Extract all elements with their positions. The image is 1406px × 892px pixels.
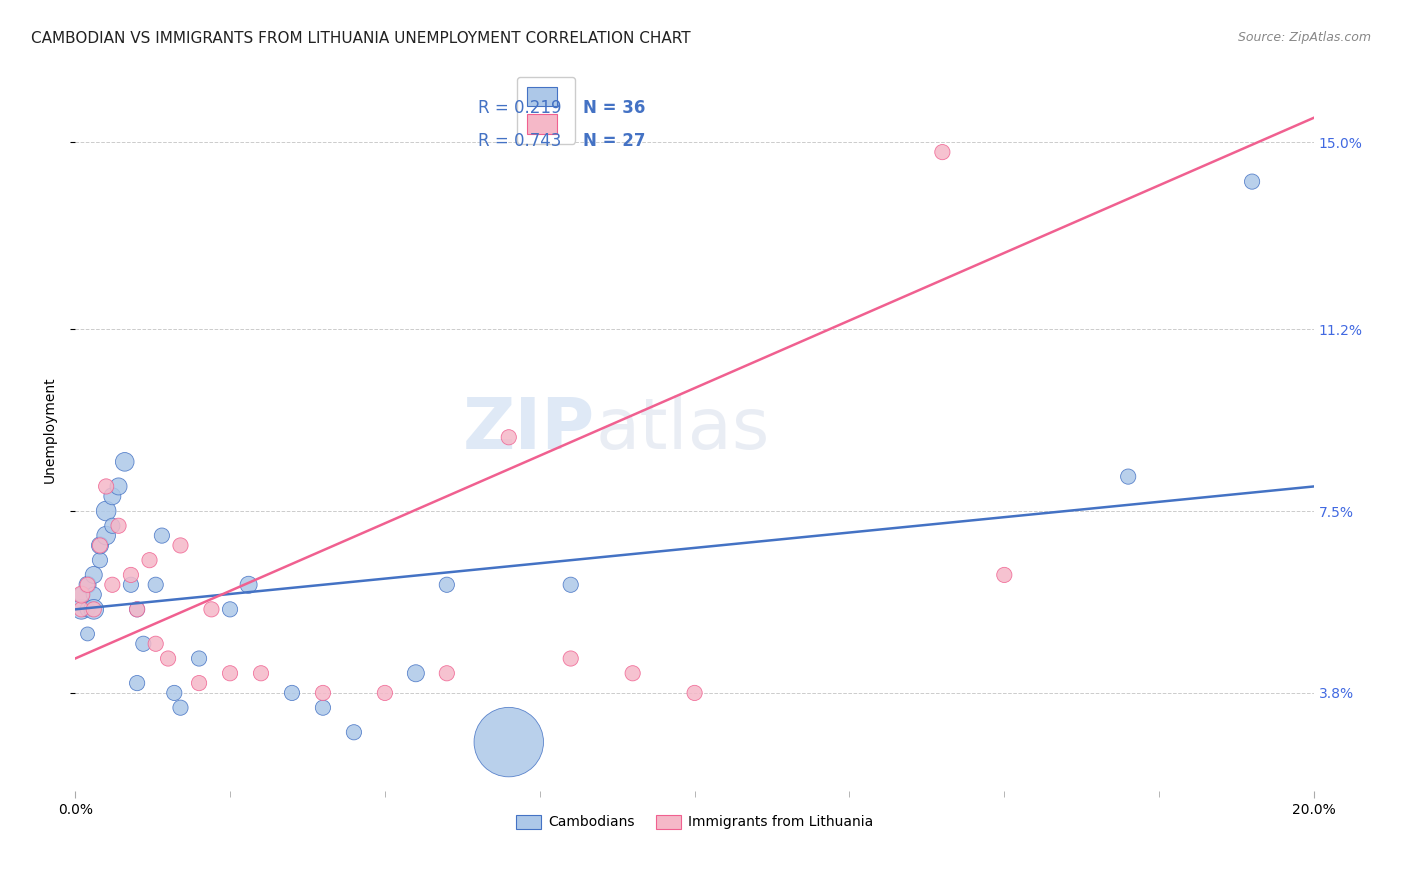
Point <box>281 686 304 700</box>
Point <box>993 568 1015 582</box>
Text: Source: ZipAtlas.com: Source: ZipAtlas.com <box>1237 31 1371 45</box>
Point <box>120 568 142 582</box>
Point <box>1116 469 1139 483</box>
Point <box>94 504 117 518</box>
Point <box>89 538 111 552</box>
Point <box>94 479 117 493</box>
Point <box>76 602 98 616</box>
Point <box>138 553 160 567</box>
Point <box>70 588 93 602</box>
Point <box>70 602 93 616</box>
Point <box>70 588 93 602</box>
Point <box>343 725 366 739</box>
Text: R = 0.743: R = 0.743 <box>478 132 561 150</box>
Point <box>1241 175 1264 189</box>
Point <box>76 627 98 641</box>
Point <box>83 568 105 582</box>
Point <box>250 666 273 681</box>
Point <box>188 651 211 665</box>
Point <box>436 666 458 681</box>
Point <box>931 145 953 160</box>
Point <box>83 602 105 616</box>
Text: N = 36: N = 36 <box>583 99 645 117</box>
Point <box>132 637 155 651</box>
Point <box>157 651 180 665</box>
Point <box>219 602 242 616</box>
Point <box>498 735 520 749</box>
Point <box>188 676 211 690</box>
Point <box>101 489 124 503</box>
Point <box>70 602 93 616</box>
Point <box>89 553 111 567</box>
Text: N = 27: N = 27 <box>583 132 645 150</box>
Point <box>169 538 191 552</box>
Point <box>169 700 191 714</box>
Text: R = 0.219: R = 0.219 <box>478 99 561 117</box>
Point <box>114 455 136 469</box>
Y-axis label: Unemployment: Unemployment <box>44 376 58 483</box>
Point <box>76 578 98 592</box>
Point <box>107 518 129 533</box>
Point <box>94 528 117 542</box>
Point <box>83 588 105 602</box>
Point <box>150 528 173 542</box>
Point <box>127 676 149 690</box>
Point <box>436 578 458 592</box>
Point <box>101 518 124 533</box>
Point <box>107 479 129 493</box>
Point <box>163 686 186 700</box>
Point <box>76 578 98 592</box>
Point <box>200 602 222 616</box>
Point <box>219 666 242 681</box>
Point <box>560 651 582 665</box>
Point <box>89 538 111 552</box>
Point <box>312 686 335 700</box>
Text: ZIP: ZIP <box>463 395 596 465</box>
Legend: Cambodians, Immigrants from Lithuania: Cambodians, Immigrants from Lithuania <box>510 809 879 835</box>
Text: atlas: atlas <box>596 395 770 465</box>
Point <box>374 686 396 700</box>
Point <box>83 602 105 616</box>
Point <box>560 578 582 592</box>
Point <box>127 602 149 616</box>
Point <box>683 686 706 700</box>
Point <box>405 666 427 681</box>
Point <box>120 578 142 592</box>
Point <box>127 602 149 616</box>
Point <box>621 666 644 681</box>
Point <box>238 578 260 592</box>
Point <box>101 578 124 592</box>
Text: CAMBODIAN VS IMMIGRANTS FROM LITHUANIA UNEMPLOYMENT CORRELATION CHART: CAMBODIAN VS IMMIGRANTS FROM LITHUANIA U… <box>31 31 690 46</box>
Point <box>145 578 167 592</box>
Point <box>498 430 520 444</box>
Point <box>312 700 335 714</box>
Point <box>145 637 167 651</box>
